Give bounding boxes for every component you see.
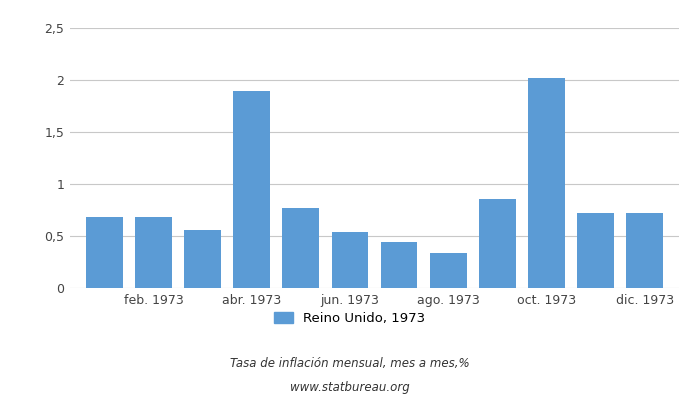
Bar	[282, 208, 319, 288]
Bar	[430, 253, 467, 288]
Text: Tasa de inflación mensual, mes a mes,%: Tasa de inflación mensual, mes a mes,%	[230, 358, 470, 370]
Bar	[528, 78, 565, 288]
Bar	[626, 213, 663, 288]
Bar	[86, 217, 122, 288]
Bar	[479, 198, 516, 288]
Bar	[135, 217, 172, 288]
Legend: Reino Unido, 1973: Reino Unido, 1973	[274, 312, 426, 326]
Bar	[233, 92, 270, 288]
Bar	[332, 232, 368, 288]
Bar	[184, 230, 221, 288]
Text: www.statbureau.org: www.statbureau.org	[290, 382, 410, 394]
Bar	[381, 242, 417, 288]
Bar	[577, 213, 614, 288]
